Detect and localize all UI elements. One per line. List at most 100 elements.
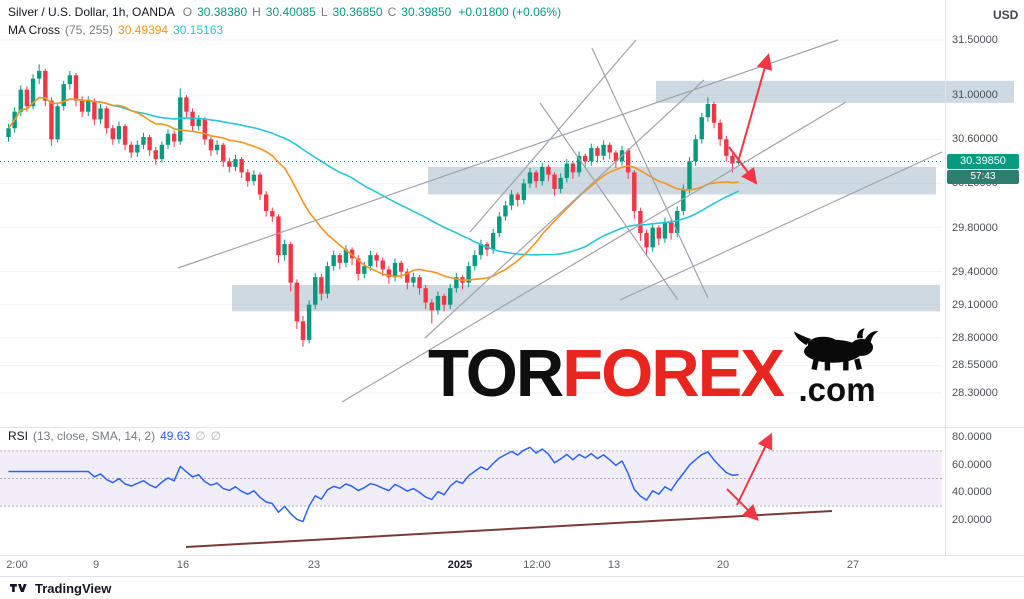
time-axis-label[interactable]: 20 [716,559,730,571]
price-axis-label[interactable]: 31.00000 [952,89,998,102]
rsi-axis-label[interactable]: 80.0000 [952,431,992,443]
candle-body [92,100,97,120]
time-axis-label[interactable]: 2025 [447,559,473,571]
candle-body [343,249,349,263]
tradingview-brand-link[interactable]: TradingView [35,580,112,596]
candle-body [681,188,686,211]
candle-body [135,144,140,153]
candle-body [141,137,146,145]
candle-body [656,227,662,239]
candle-body [263,194,269,211]
candle-body [73,75,79,101]
rsi-legend[interactable]: RSI (13, close, SMA, 14, 2) 49.63 ∅ ∅ [8,429,221,443]
annotation-arrows[interactable] [726,53,773,521]
symbol-title: Silver / U.S. Dollar, 1h, OANDA [8,5,175,19]
rsi-line [8,446,739,523]
candle-body [153,150,158,160]
ohlc-low-value: 30.36850 [332,5,383,19]
candle-body [448,288,453,305]
candle-body [417,277,422,289]
candle-body [668,222,674,234]
ohlc-high-key: H [252,5,261,19]
candle-body [202,119,208,140]
ma-cross-legend[interactable]: MA Cross (75, 255) 30.49394 30.15163 [8,23,223,37]
currency-unit-label[interactable]: USD [993,8,1019,22]
candle-body [429,302,435,311]
candle-body [564,163,569,178]
candle-body [300,321,306,341]
rsi-trendline[interactable] [185,510,833,548]
watermark: TOR FOREX .com [428,328,883,412]
candle-body [257,174,263,195]
candle-body [558,177,563,189]
candle-body [435,295,441,311]
candle-body [221,144,226,162]
candle-body [43,70,48,101]
candle-body [319,277,324,294]
rsi-axis-label[interactable]: 60.0000 [952,458,992,471]
candle-body [644,233,649,248]
candle-body [503,205,508,217]
candle-body [129,144,134,153]
time-axis[interactable]: 2:00 9 16 23 2025 12:00 13 20 27 [0,559,944,575]
time-axis-label[interactable]: 23 [307,559,321,571]
price-axis-label[interactable]: 28.80000 [952,331,998,344]
ohlc-low-key: L [320,5,328,19]
candle-body [214,144,220,151]
candle-body [171,133,177,142]
candle-body [331,255,336,267]
footer-bar: TradingView [0,576,1024,599]
trend-lines[interactable] [177,39,943,403]
candle-body [30,78,36,107]
candle-body [55,106,60,140]
candle-body [576,155,582,173]
price-badge-value: 30.39850 [947,154,1019,169]
candle-body [239,159,244,173]
time-axis-label[interactable]: 2:00 [6,559,28,571]
ma-slow-value: 30.15163 [173,23,224,37]
price-axis-label[interactable]: 29.80000 [952,221,998,234]
candle-body [705,103,711,118]
candle-body [687,161,692,189]
time-axis-label[interactable]: 12:00 [523,559,551,571]
candle-body [159,144,165,160]
candles [6,64,741,347]
symbol-legend[interactable]: Silver / U.S. Dollar, 1h, OANDA O 30.3838… [8,5,561,19]
price-badge: 30.39850 57:43 [947,154,1019,184]
time-axis-label[interactable]: 27 [846,559,860,571]
rsi-axis-label[interactable]: 40.0000 [952,486,992,499]
watermark-com: .com [798,371,876,408]
rsi-hidden-icon: ∅ [210,429,222,443]
price-axis-label[interactable]: 28.30000 [952,387,998,399]
time-axis-label[interactable]: 16 [176,559,190,571]
candle-body [693,139,698,162]
price-axis-label[interactable]: 28.55000 [952,359,998,372]
candle-body [380,260,385,270]
rsi-axis-label[interactable]: 20.0000 [952,513,992,526]
ohlc-open-value: 30.38380 [197,5,248,19]
price-axis-label[interactable]: 31.50000 [952,34,998,46]
time-axis-label[interactable]: 9 [92,559,100,571]
candle-body [392,262,398,278]
candle-body [325,266,330,294]
candle-body [730,155,735,164]
watermark-forex: FOREX [562,336,785,412]
ma-fast-line [7,96,739,282]
time-axis-label[interactable]: 13 [607,559,621,571]
candle-body [595,148,600,156]
rsi-value: 49.63 [160,429,191,443]
candle-body [423,288,428,303]
candle-body [472,255,477,267]
candle-body [79,100,85,112]
candle-body [362,266,367,274]
ma-cross-title: MA Cross [8,23,61,37]
price-axis-label[interactable]: 29.10000 [952,298,998,311]
candle-body [104,108,109,129]
candle-body [613,152,619,162]
candle-body [18,89,23,112]
tradingview-logo-icon [10,584,27,592]
price-axis-label[interactable]: 29.40000 [952,265,998,278]
price-axis-label[interactable]: 30.60000 [952,133,998,146]
